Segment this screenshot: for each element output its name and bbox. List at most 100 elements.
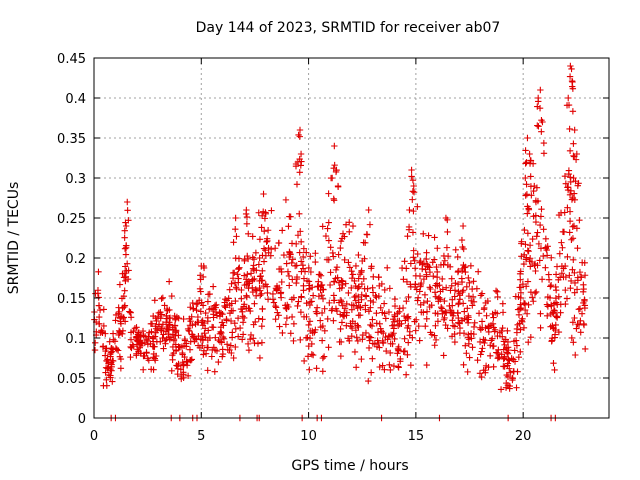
data-point	[456, 290, 463, 297]
data-point	[504, 360, 512, 367]
data-point	[206, 306, 213, 313]
data-point	[240, 303, 248, 310]
y-tick-label: 0.15	[57, 292, 86, 307]
data-point	[458, 275, 465, 282]
data-point	[511, 347, 518, 354]
data-point	[442, 284, 450, 291]
data-point	[520, 299, 528, 307]
data-point	[278, 278, 285, 286]
data-point	[204, 314, 212, 322]
data-point-peak	[327, 174, 335, 182]
data-point	[536, 221, 544, 229]
data-point-peak	[534, 103, 541, 110]
data-point	[355, 323, 362, 331]
x-tick-label: 5	[197, 429, 205, 444]
data-point	[477, 292, 485, 299]
data-point	[293, 262, 300, 269]
data-point	[400, 348, 407, 355]
data-point	[558, 239, 565, 246]
data-point	[196, 344, 204, 351]
data-point	[239, 319, 247, 326]
data-point	[548, 334, 556, 342]
data-point-peak	[331, 161, 338, 169]
data-point	[518, 253, 525, 260]
data-point	[424, 263, 431, 270]
y-tick-label: 0.2	[65, 252, 86, 267]
data-point	[116, 281, 124, 288]
data-point	[282, 321, 290, 328]
data-point	[431, 332, 438, 339]
data-point	[396, 317, 403, 325]
data-point	[517, 301, 524, 308]
data-point	[212, 334, 219, 341]
data-point	[319, 295, 327, 303]
data-point	[576, 217, 583, 224]
data-point	[249, 284, 256, 292]
data-point	[100, 306, 107, 313]
data-point	[395, 343, 402, 351]
data-point	[371, 340, 379, 348]
data-point	[573, 325, 580, 332]
data-point	[264, 283, 271, 290]
data-point	[153, 317, 160, 325]
data-point	[345, 259, 352, 266]
data-point	[513, 342, 521, 349]
data-point	[381, 310, 388, 317]
data-point	[255, 209, 262, 216]
data-point	[303, 249, 310, 256]
data-point	[325, 219, 332, 226]
data-point	[561, 209, 568, 216]
data-point	[527, 289, 535, 296]
data-point	[559, 244, 566, 251]
data-point	[510, 356, 517, 363]
data-point	[542, 245, 550, 252]
data-point	[307, 253, 314, 260]
data-point	[159, 321, 167, 328]
data-point	[348, 284, 355, 292]
data-point	[103, 376, 110, 383]
data-point	[402, 371, 410, 378]
data-point	[370, 298, 377, 306]
data-point	[244, 340, 252, 348]
data-point	[532, 197, 540, 204]
data-point	[578, 310, 586, 317]
data-point-peak	[260, 190, 267, 198]
data-point	[318, 309, 326, 317]
data-point	[337, 325, 344, 333]
data-point	[523, 254, 530, 261]
data-point	[497, 386, 505, 393]
data-point	[247, 331, 255, 339]
data-point-peak	[232, 226, 239, 233]
data-point	[525, 301, 532, 309]
data-point	[384, 264, 391, 271]
data-point	[540, 252, 547, 260]
data-point-peak	[535, 123, 542, 130]
data-point	[504, 373, 512, 380]
data-point	[567, 285, 574, 292]
data-point	[439, 275, 446, 283]
data-point	[227, 342, 235, 349]
data-point	[409, 334, 416, 341]
data-point	[312, 250, 319, 257]
data-point-peak	[122, 242, 130, 249]
data-point	[506, 357, 513, 364]
data-point	[290, 320, 298, 328]
data-point	[106, 338, 113, 345]
data-point	[566, 147, 574, 155]
data-point-peak	[404, 232, 411, 240]
data-point	[202, 309, 209, 317]
data-point	[570, 256, 577, 263]
data-point	[256, 277, 263, 285]
x-tick-label: 20	[515, 429, 532, 444]
data-point	[367, 321, 374, 329]
data-point	[485, 328, 493, 336]
data-point	[318, 337, 326, 344]
data-point	[532, 267, 539, 275]
data-point-peak	[124, 198, 131, 206]
data-point	[103, 357, 111, 365]
data-point	[438, 305, 446, 312]
data-point-peak	[569, 108, 577, 115]
data-point	[249, 265, 257, 272]
data-point	[522, 241, 529, 248]
data-point-peak	[296, 126, 304, 134]
